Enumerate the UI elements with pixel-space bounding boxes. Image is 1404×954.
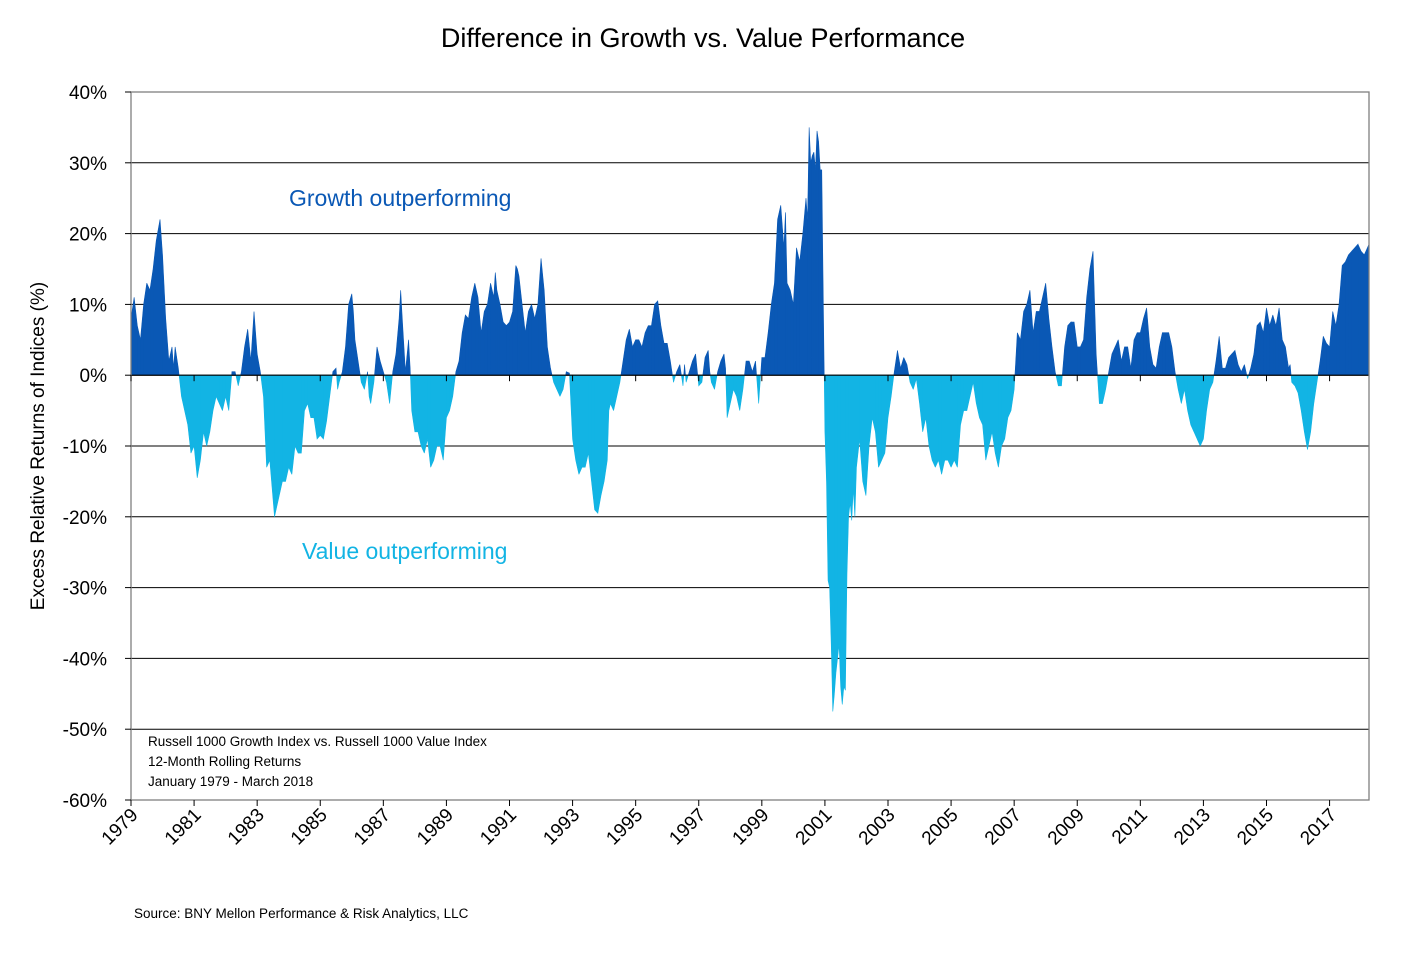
- x-tick-label: 1981: [161, 805, 206, 850]
- x-tick-label: 1985: [287, 805, 332, 850]
- y-tick-label: -50%: [63, 720, 107, 741]
- x-tick-label: 1995: [602, 805, 647, 850]
- x-tick-label: 1991: [476, 805, 521, 850]
- x-tick-label: 1993: [539, 805, 584, 850]
- y-tick-label: 20%: [69, 225, 107, 246]
- y-tick-label: -30%: [63, 579, 107, 600]
- x-tick-label: 2003: [855, 805, 900, 850]
- y-tick-label: -60%: [63, 791, 107, 812]
- x-tick-label: 2005: [918, 805, 963, 850]
- data-area: [130, 127, 1370, 712]
- x-tick-label: 2011: [1108, 805, 1152, 849]
- x-tick-label: 1987: [350, 805, 395, 850]
- y-tick-label: 10%: [69, 295, 107, 316]
- x-tick-label: 1999: [729, 805, 774, 850]
- growth-outperformance-area: [130, 127, 1370, 376]
- y-tick-label: 30%: [69, 154, 107, 175]
- x-tick-label: 1989: [413, 805, 458, 850]
- chart-note-line: 12-Month Rolling Returns: [148, 754, 301, 769]
- y-tick-label: 40%: [69, 83, 107, 104]
- y-tick-label: 0%: [80, 366, 108, 387]
- chart-title: Difference in Growth vs. Value Performan…: [441, 23, 965, 53]
- value-outperformance-area: [178, 374, 1319, 712]
- chart-note-line: January 1979 - March 2018: [148, 774, 313, 789]
- growth-annotation: Growth outperforming: [289, 185, 511, 211]
- x-tick-label: 2017: [1296, 805, 1341, 850]
- y-axis-title: Excess Relative Returns of Indices (%): [28, 282, 49, 610]
- x-tick-label: 2001: [792, 805, 837, 850]
- x-tick-label: 2015: [1233, 805, 1278, 850]
- chart-note-line: Russell 1000 Growth Index vs. Russell 10…: [148, 734, 487, 749]
- y-axis: 40% 30% 20% 10% 0% -10% -20% -30% -40% -50% -60%: [63, 83, 131, 812]
- source-note: Source: BNY Mellon Performance & Risk An…: [134, 906, 469, 921]
- x-tick-label: 2009: [1044, 805, 1089, 850]
- x-tick-label: 1983: [224, 805, 269, 850]
- y-tick-label: -40%: [63, 649, 107, 670]
- value-annotation: Value outperforming: [302, 538, 507, 564]
- y-tick-label: -10%: [63, 437, 107, 458]
- y-tick-label: -20%: [63, 508, 107, 529]
- x-tick-label: 2013: [1170, 805, 1215, 850]
- x-tick-label: 1997: [665, 805, 710, 850]
- x-tick-label: 2007: [981, 805, 1026, 850]
